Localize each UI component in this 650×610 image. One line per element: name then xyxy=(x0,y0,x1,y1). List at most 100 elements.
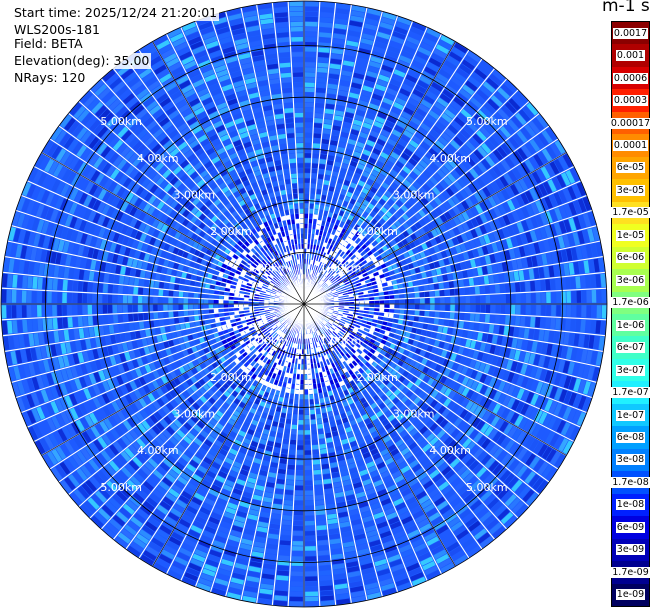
range-gate xyxy=(540,166,551,180)
range-gate xyxy=(412,353,419,361)
range-gate xyxy=(347,138,357,146)
range-gate xyxy=(319,204,325,211)
range-gate xyxy=(457,374,465,384)
range-gate xyxy=(357,227,364,234)
range-gate xyxy=(419,75,432,85)
range-gate xyxy=(543,181,553,195)
range-gate xyxy=(316,184,323,190)
range-gate xyxy=(520,468,532,481)
range-gate xyxy=(479,342,486,352)
range-gate xyxy=(536,342,543,354)
range-gate xyxy=(397,283,404,289)
range-gate xyxy=(402,230,410,238)
range-gate xyxy=(305,536,316,541)
range-gate xyxy=(363,263,369,269)
range-gate xyxy=(304,520,315,526)
range-gate xyxy=(390,274,396,281)
range-gate xyxy=(332,272,338,277)
range-gate xyxy=(313,138,321,144)
range-gate xyxy=(314,204,320,210)
range-gate xyxy=(316,82,327,88)
range-gate xyxy=(406,381,414,389)
range-gate xyxy=(415,298,420,304)
range-gate xyxy=(313,214,318,220)
range-gate xyxy=(440,250,448,259)
range-gate xyxy=(320,12,334,18)
range-gate xyxy=(482,81,496,93)
range-gate xyxy=(321,144,329,150)
range-gate xyxy=(381,17,395,26)
range-gate xyxy=(521,450,532,463)
range-gate xyxy=(484,171,494,183)
range-gate xyxy=(290,576,303,582)
range-gate xyxy=(396,187,405,195)
range-gate xyxy=(475,204,484,214)
range-gate xyxy=(536,168,546,182)
range-gate xyxy=(391,73,404,83)
range-gate xyxy=(429,290,435,297)
range-gate xyxy=(289,439,297,445)
range-gate xyxy=(480,60,494,72)
range-gate xyxy=(571,305,577,318)
range-gate xyxy=(494,345,501,356)
range-gate xyxy=(435,392,443,401)
range-gate xyxy=(494,112,506,125)
range-gate xyxy=(345,148,354,155)
range-gate xyxy=(351,228,357,235)
range-gate xyxy=(445,84,458,95)
range-gate xyxy=(314,260,318,266)
range-gate xyxy=(325,279,330,284)
range-gate xyxy=(349,20,363,28)
range-gate xyxy=(514,350,521,361)
range-gate xyxy=(425,114,437,124)
range-gate xyxy=(326,160,334,166)
range-gate xyxy=(475,295,481,304)
range-gate xyxy=(354,114,364,122)
range-gate xyxy=(489,314,495,324)
range-gate xyxy=(326,323,331,328)
range-gate xyxy=(477,267,483,276)
range-gate xyxy=(461,211,470,221)
range-gate xyxy=(504,439,515,452)
range-gate xyxy=(447,124,459,135)
range-gate xyxy=(551,291,556,303)
range-gate xyxy=(377,353,384,360)
range-gate xyxy=(506,359,513,371)
range-gate xyxy=(294,394,299,400)
range-gate xyxy=(500,83,514,96)
range-gate xyxy=(322,128,331,135)
range-gate xyxy=(530,316,536,328)
range-gate xyxy=(358,328,364,334)
range-gate xyxy=(364,207,372,214)
range-gate xyxy=(439,395,448,404)
range-gate xyxy=(305,571,318,577)
range-gate xyxy=(414,347,422,355)
range-gate xyxy=(304,132,313,138)
range-gate xyxy=(431,53,445,63)
range-gate xyxy=(346,102,357,109)
range-gate xyxy=(529,456,540,469)
range-gate xyxy=(535,395,544,408)
range-gate xyxy=(389,133,399,142)
range-gate xyxy=(448,219,457,228)
range-gate xyxy=(351,241,358,248)
range-gate xyxy=(393,69,406,78)
range-gate xyxy=(282,515,292,521)
range-gate xyxy=(310,193,316,199)
range-gate xyxy=(326,273,331,278)
range-gate xyxy=(401,83,413,93)
range-gate xyxy=(304,425,311,430)
range-gate xyxy=(395,199,404,208)
range-gate xyxy=(470,259,477,268)
range-gate xyxy=(311,439,319,445)
range-gate xyxy=(376,79,388,87)
range-gate xyxy=(324,113,334,120)
range-gate xyxy=(387,322,393,327)
range-gate xyxy=(346,318,352,322)
range-gate xyxy=(350,15,364,23)
range-gate xyxy=(448,208,457,218)
range-gate xyxy=(421,357,428,366)
range-gate xyxy=(520,281,526,292)
range-gate xyxy=(443,201,452,210)
range-gate xyxy=(553,264,560,277)
